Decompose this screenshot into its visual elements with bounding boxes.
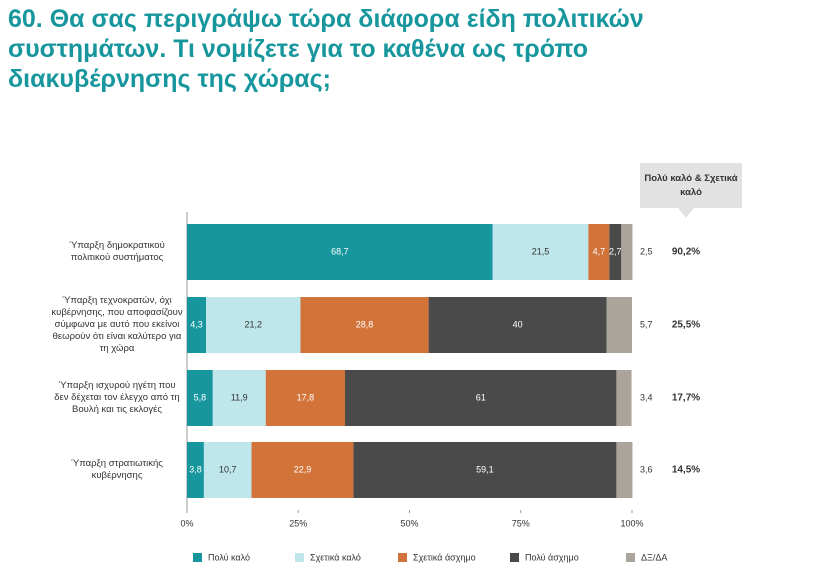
category-label: Ύπαρξη ισχυρού ηγέτη που δεν δέχεται τον… bbox=[54, 380, 180, 415]
legend-swatch bbox=[398, 553, 407, 562]
bar-segment bbox=[609, 224, 622, 280]
bar-segment bbox=[300, 297, 429, 353]
x-tick-label: 25% bbox=[289, 518, 307, 528]
bar-segment bbox=[187, 224, 493, 280]
bar-segment bbox=[203, 442, 252, 498]
bar-segment bbox=[353, 442, 617, 498]
legend-label: Πολύ άσχημο bbox=[525, 552, 579, 562]
x-tick-label: 100% bbox=[620, 518, 643, 528]
bar-segment bbox=[606, 297, 632, 353]
data-label: 3,8 bbox=[189, 464, 202, 474]
totals-header: Πολύ καλό & Σχετικά καλό bbox=[640, 163, 742, 208]
chart-title: 60. Θα σας περιγράψω τώρα διάφορα είδη π… bbox=[8, 5, 644, 93]
data-label: 4,3 bbox=[190, 319, 203, 329]
data-label: 28,8 bbox=[356, 319, 374, 329]
legend-label: Πολύ καλό bbox=[208, 552, 250, 562]
legend-swatch bbox=[510, 553, 519, 562]
bar-segment bbox=[616, 442, 633, 498]
bar-segment bbox=[492, 224, 589, 280]
data-label: 68,7 bbox=[331, 246, 349, 256]
category-label: Ύπαρξη στρατιωτικής κυβέρνησης bbox=[71, 458, 163, 481]
total-label: 17,7% bbox=[672, 393, 700, 404]
header-pointer bbox=[678, 208, 694, 218]
total-label: 25,5% bbox=[672, 320, 700, 331]
bar-segment bbox=[265, 370, 345, 426]
legend-swatch bbox=[295, 553, 304, 562]
bar-segment bbox=[621, 224, 633, 280]
legend-label: Σχετικά καλό bbox=[310, 552, 361, 562]
x-tick-label: 75% bbox=[512, 518, 530, 528]
data-label: 10,7 bbox=[219, 464, 237, 474]
total-label: 14,5% bbox=[672, 465, 700, 476]
bar-segment bbox=[187, 442, 204, 498]
bar-segment bbox=[187, 370, 213, 426]
data-label: 2,5 bbox=[640, 246, 653, 256]
bar-segment bbox=[616, 370, 632, 426]
data-label: 21,5 bbox=[532, 246, 550, 256]
bar-segment bbox=[588, 224, 610, 280]
bar-segment bbox=[251, 442, 354, 498]
bar-segment bbox=[344, 370, 617, 426]
bar-segment bbox=[428, 297, 607, 353]
bar-segment bbox=[212, 370, 266, 426]
legend-swatch bbox=[626, 553, 635, 562]
data-label: 40 bbox=[513, 319, 523, 329]
legend-swatch bbox=[193, 553, 202, 562]
bar-segment bbox=[187, 297, 207, 353]
data-label: 17,8 bbox=[297, 392, 315, 402]
legend-label: Σχετικά άσχημο bbox=[413, 552, 476, 562]
category-label: Ύπαρξη τεχνοκρατών, όχι κυβέρνησης, που … bbox=[51, 295, 183, 354]
x-tick-label: 0% bbox=[180, 518, 193, 528]
data-label: 4,7 bbox=[593, 246, 606, 256]
total-label: 90,2% bbox=[672, 247, 700, 258]
data-label: 3,4 bbox=[640, 392, 653, 402]
legend-label: ΔΞ/ΔΑ bbox=[641, 552, 667, 562]
data-label: 2,7 bbox=[609, 246, 622, 256]
data-label: 3,6 bbox=[640, 464, 653, 474]
x-tick-label: 50% bbox=[400, 518, 418, 528]
data-label: 5,7 bbox=[640, 319, 653, 329]
data-label: 11,9 bbox=[231, 392, 248, 402]
data-label: 61 bbox=[476, 392, 486, 402]
data-label: 59,1 bbox=[476, 464, 494, 474]
data-label: 22,9 bbox=[294, 464, 312, 474]
category-label: Ύπαρξη δημοκρατικού πολιτικού συστήματος bbox=[69, 240, 165, 263]
data-label: 21,2 bbox=[245, 319, 263, 329]
data-label: 5,8 bbox=[194, 392, 207, 402]
bar-segment bbox=[206, 297, 301, 353]
